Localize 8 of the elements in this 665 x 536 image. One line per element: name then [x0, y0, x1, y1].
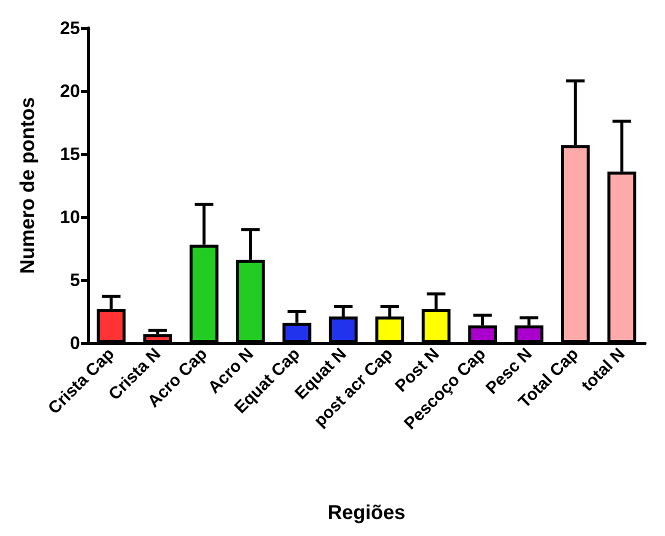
y-tick-label: 5 [70, 270, 80, 290]
y-tick-label: 15 [60, 144, 80, 164]
y-axis-title: Numero de pontos [17, 97, 39, 274]
y-tick-label: 0 [70, 333, 80, 353]
y-tick-label: 25 [60, 18, 80, 38]
y-tick-label: 10 [60, 207, 80, 227]
y-tick-label: 20 [60, 81, 80, 101]
x-axis-title: Regiões [328, 502, 406, 524]
